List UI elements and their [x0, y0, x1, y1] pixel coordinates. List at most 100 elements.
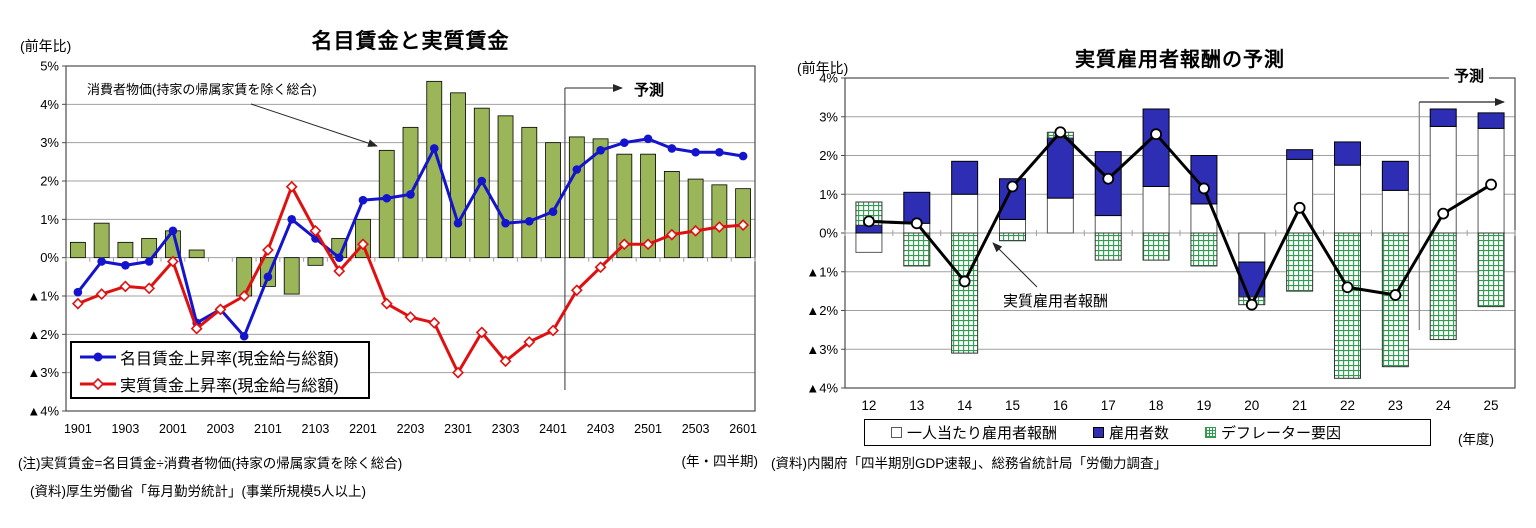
legend-item-employee-count: 雇用者数 — [1093, 422, 1169, 443]
x-tick-label: 2503 — [682, 422, 710, 436]
data-point — [620, 138, 629, 147]
x-tick-label: 2303 — [492, 422, 520, 436]
data-point — [309, 224, 322, 237]
legend-label-per-capita: 一人当たり雇用者報酬 — [907, 425, 1058, 442]
bar-segment — [951, 160, 979, 195]
data-point — [452, 366, 464, 379]
bar — [307, 257, 324, 266]
data-point — [1485, 178, 1497, 191]
data-point — [358, 195, 368, 205]
x-axis-labels: 12 13 14 15 16 17 18 19 20 21 22 23 24 25 — [861, 398, 1498, 413]
y-tick-label: 5% — [40, 59, 59, 74]
right-chart-title: 実質雇用者報酬の予測 — [1075, 49, 1285, 71]
legend-item-nominal-wage: 名目賃金上昇率(現金給与総額) — [78, 345, 368, 369]
left-legend: 名目賃金上昇率(現金給与総額) 実質賃金上昇率(現金給与総額) — [70, 341, 370, 399]
data-point — [547, 324, 559, 337]
real-compensation-chart: 4% 3% 2% 1% 0% ▲1% ▲2% ▲3% ▲4% 12 13 14 15 16 17 18 19 20… — [806, 71, 1516, 413]
data-point — [380, 297, 393, 310]
hatched-bar-swatch-icon — [1205, 427, 1217, 438]
x-tick-label: 22 — [1340, 398, 1355, 413]
data-point — [263, 272, 273, 282]
data-point — [71, 297, 84, 310]
legend-label-deflator: デフレーター要因 — [1221, 425, 1342, 442]
data-point — [689, 224, 702, 237]
real-compensation-line-annotation: 実質雇用者報酬 — [1001, 293, 1111, 310]
bar-segment — [1094, 215, 1122, 234]
legend-label-nominal: 名目賃金上昇率(現金給与総額) — [120, 350, 339, 368]
data-point — [119, 280, 132, 293]
data-point — [643, 134, 653, 144]
data-point — [501, 218, 510, 228]
data-point — [1198, 182, 1210, 195]
bar — [69, 241, 86, 259]
nominal-wage-line — [73, 134, 748, 341]
data-point — [97, 257, 106, 266]
y-tick-label: 1% — [819, 187, 838, 202]
data-point — [166, 255, 179, 268]
bar-segment — [1190, 232, 1218, 267]
data-point — [1054, 126, 1067, 139]
right-source-note: (資料)内閣府「四半期別GDP速報」、総務省統計局「労働力調査」 — [771, 456, 1167, 471]
y-tick-label: ▲2% — [806, 303, 838, 318]
bar-segment — [1142, 186, 1170, 234]
data-point — [95, 288, 108, 301]
data-point — [863, 215, 875, 228]
y-tick-label: ▲4% — [806, 381, 838, 396]
data-point — [144, 257, 154, 266]
legend-label-employees: 雇用者数 — [1109, 425, 1170, 442]
data-point — [333, 265, 346, 278]
left-chart-title: 名目賃金と実質賃金 — [311, 30, 510, 53]
forecast-marker — [1418, 98, 1505, 330]
x-tick-label: 18 — [1149, 398, 1164, 413]
left-note: (注)実質賃金=名目賃金÷消費者物価(持家の帰属家賃を除く総合) — [18, 456, 403, 471]
bar — [283, 257, 300, 295]
bar-segment — [1477, 112, 1505, 129]
data-point — [910, 217, 923, 230]
legend-item-real-wage: 実質賃金上昇率(現金給与総額) — [78, 372, 368, 396]
bar-segment — [951, 232, 979, 354]
bar — [687, 178, 704, 259]
x-tick-label: 20 — [1244, 398, 1259, 413]
bar — [378, 149, 395, 259]
x-tick-label: 2403 — [587, 422, 615, 436]
bar — [93, 222, 110, 259]
data-point — [475, 326, 488, 339]
y-tick-label: 3% — [40, 135, 59, 150]
data-point — [214, 303, 227, 316]
bar-segment — [1142, 108, 1170, 187]
bar — [450, 92, 466, 259]
data-point — [737, 219, 750, 232]
data-point — [429, 144, 439, 153]
bar — [616, 153, 633, 259]
bar-segment — [1381, 160, 1409, 191]
bar-segment — [999, 232, 1026, 242]
right-y-axis-unit: (前年比) — [797, 60, 849, 76]
bar-segment — [855, 232, 883, 253]
line-annotation-arrow — [992, 242, 1038, 288]
x-tick-label: 1901 — [64, 422, 92, 436]
data-point — [168, 226, 178, 236]
right-forecast-label: 予測 — [1449, 65, 1490, 86]
x-tick-label: 12 — [861, 398, 876, 413]
bar-segment — [903, 232, 931, 267]
data-point — [406, 190, 415, 199]
data-point — [477, 176, 487, 186]
nominal-wage-line-icon — [80, 352, 116, 361]
data-point — [572, 165, 582, 174]
data-point — [262, 244, 274, 256]
y-tick-label: 0% — [40, 250, 59, 265]
bar — [592, 138, 609, 259]
bar-segment — [1286, 149, 1314, 160]
y-tick-label: 1% — [40, 212, 59, 227]
bar-segment — [1477, 232, 1505, 308]
data-point — [404, 311, 417, 324]
bar — [497, 115, 514, 259]
x-tick-label: 17 — [1101, 398, 1116, 413]
bar-segment — [1094, 232, 1122, 261]
real-wage-line-icon — [80, 377, 116, 390]
data-point — [453, 218, 463, 228]
bar-segment — [1334, 164, 1361, 234]
x-axis-labels: 1901 1903 2001 2003 2101 2103 2201 2203 2301 2303… — [64, 422, 757, 436]
legend-label-real: 実質賃金上昇率(現金給与総額) — [120, 377, 339, 395]
